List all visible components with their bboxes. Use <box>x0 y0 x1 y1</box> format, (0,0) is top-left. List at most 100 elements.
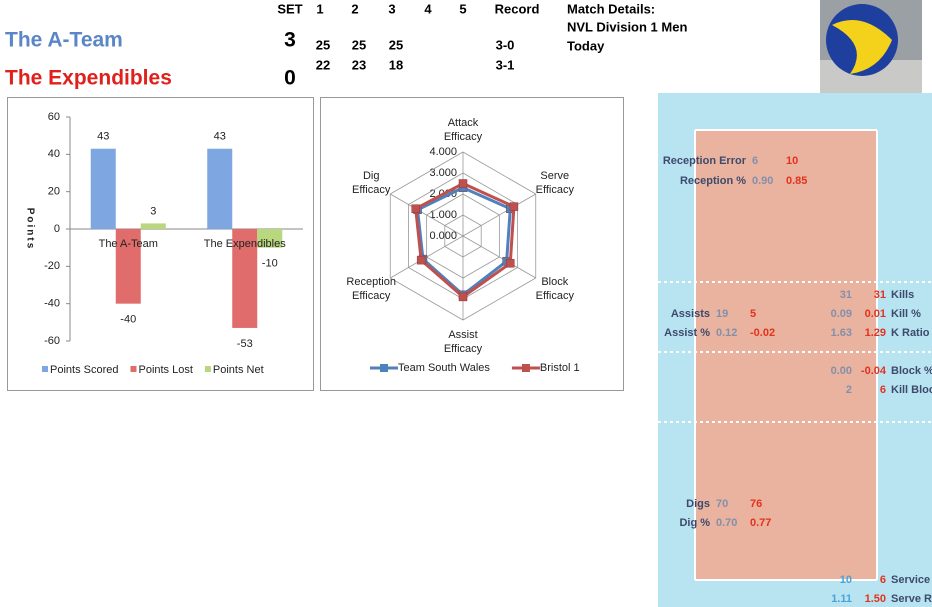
legend-swatch <box>130 366 137 372</box>
stat-team2: 0.77 <box>750 517 771 529</box>
stat-team1: 10 <box>840 574 852 586</box>
ball-panel <box>832 20 892 74</box>
data-label: -53 <box>237 338 253 350</box>
sets-won: 3 <box>284 29 296 52</box>
y-tick-label: 0 <box>54 223 60 235</box>
stat-team1: 0.00 <box>831 365 852 377</box>
stat-label: Reception Error <box>663 155 747 167</box>
bar <box>232 229 258 328</box>
stat-team1: 0.09 <box>831 308 852 320</box>
stat-team2: 0.01 <box>865 308 886 320</box>
legend-label: Points Net <box>213 364 264 376</box>
radar-marker <box>411 204 420 213</box>
stat-team1: 2 <box>846 384 852 396</box>
data-label: -40 <box>120 314 136 326</box>
legend-marker <box>521 364 530 372</box>
stat-team1: 0.90 <box>752 175 773 187</box>
stat-team2: 5 <box>750 308 756 320</box>
stat-label: K Ratio <box>891 327 930 339</box>
stat-label: Block % <box>891 365 932 377</box>
team-name: The Expendibles <box>5 67 172 90</box>
stat-team1: 1.63 <box>831 327 852 339</box>
score-header: Record <box>495 1 540 16</box>
stat-team1: 31 <box>840 289 852 301</box>
stat-team1: 70 <box>716 498 728 510</box>
score-header: 2 <box>351 1 358 16</box>
data-label: 3 <box>150 205 156 217</box>
stat-label: Kill % <box>891 308 921 320</box>
match-date: Today <box>567 38 605 53</box>
stat-team2: 76 <box>750 498 762 510</box>
team-name: The A-Team <box>5 29 123 52</box>
stat-team2: 31 <box>874 289 886 301</box>
radar-marker <box>458 179 468 188</box>
stat-team2: 6 <box>880 574 886 586</box>
stat-team2: 0.85 <box>786 175 807 187</box>
stat-team2: 6 <box>880 384 886 396</box>
stat-label: Digs <box>686 498 710 510</box>
stat-label: Serve Ratio <box>891 593 932 605</box>
y-tick-label: 40 <box>48 148 60 160</box>
bar-panel <box>7 97 314 391</box>
stat-team1: 1.11 <box>831 593 852 605</box>
stat-team1: 0.70 <box>716 517 737 529</box>
stat-team2: 1.29 <box>865 327 886 339</box>
stat-team2: 1.50 <box>865 593 886 605</box>
legend-label: Bristol 1 <box>540 362 580 374</box>
stat-label: Dig % <box>679 517 710 529</box>
stat-label: Assists <box>671 308 710 320</box>
r-tick-label: 1.000 <box>429 209 457 221</box>
data-label: -10 <box>262 258 278 270</box>
stat-team2: 10 <box>786 155 798 167</box>
y-tick-label: -40 <box>44 298 60 310</box>
axis-label: Attack Efficacy <box>444 117 483 143</box>
record: 3-0 <box>496 37 515 52</box>
sets-won: 0 <box>284 67 296 90</box>
legend-label: Points Scored <box>50 364 118 376</box>
y-tick-label: -20 <box>44 260 60 272</box>
stat-team2: -0.02 <box>750 327 775 339</box>
r-tick-label: 4.000 <box>429 146 457 158</box>
spoke <box>462 235 536 279</box>
stat-label: Reception % <box>680 175 746 187</box>
set-score: 18 <box>389 57 403 72</box>
data-label: 43 <box>97 131 109 143</box>
legend-marker <box>380 364 388 372</box>
radar-panel <box>320 97 624 391</box>
data-label: 43 <box>214 131 226 143</box>
legend-swatch <box>204 366 211 372</box>
score-header: 3 <box>388 1 395 16</box>
y-tick-label: 20 <box>48 186 60 198</box>
x-tick-label: The A-Team <box>99 238 158 250</box>
score-header: 4 <box>424 1 432 16</box>
r-tick-label: 3.000 <box>429 167 457 179</box>
radar-marker <box>458 292 468 302</box>
bar <box>140 223 166 229</box>
stat-label: Kill Blocks <box>891 384 932 396</box>
bar <box>207 148 233 229</box>
stat-team1: 6 <box>752 155 758 167</box>
spoke <box>390 193 464 237</box>
legend-label: Team South Wales <box>398 362 490 374</box>
stat-label: Kills <box>891 289 914 301</box>
stat-team2: -0.04 <box>861 365 887 377</box>
stat-team1: 0.12 <box>716 327 737 339</box>
y-axis-label: Points <box>24 208 35 251</box>
competition: NVL Division 1 Men <box>567 19 687 34</box>
set-score: 25 <box>316 37 330 52</box>
y-tick-label: 60 <box>48 111 60 123</box>
radar-marker <box>509 202 519 211</box>
legend-swatch <box>42 366 48 372</box>
axis-label: Assist Efficacy <box>444 329 483 355</box>
axis-label: Reception Efficacy <box>346 276 396 302</box>
set-score: 25 <box>389 37 403 52</box>
spoke <box>462 193 536 237</box>
score-header: 5 <box>459 1 466 16</box>
axis-label: Dig Efficacy <box>352 170 391 196</box>
court-lines <box>658 129 932 581</box>
court <box>695 130 877 580</box>
bar <box>115 229 141 304</box>
